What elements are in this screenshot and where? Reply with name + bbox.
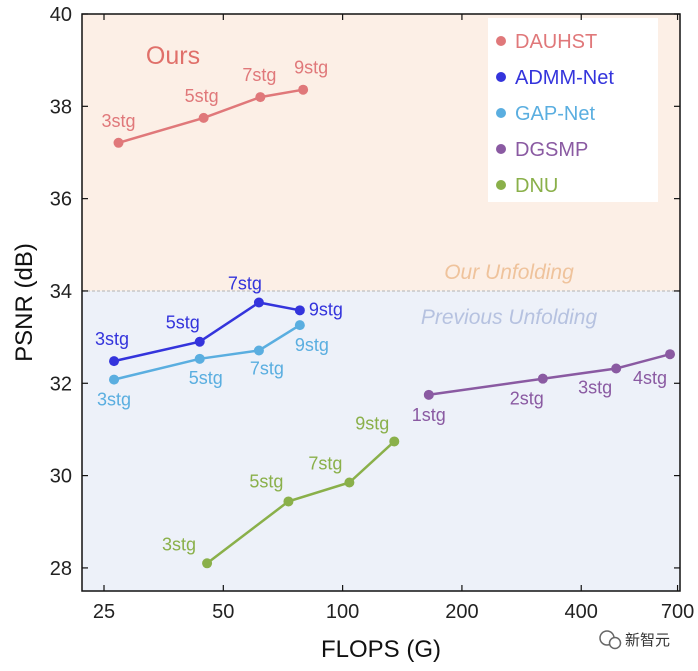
point-label: 1stg — [412, 405, 446, 425]
series-line — [118, 88, 304, 144]
y-tick-label: 40 — [50, 4, 72, 26]
series-admm-net: 3stg 5stg 7stg 9stg — [95, 274, 343, 367]
plot-frame — [81, 13, 681, 592]
legend-marker — [496, 180, 506, 190]
point-label: 4stg — [633, 368, 667, 388]
previous-unfolding-label: Previous Unfolding — [421, 306, 598, 329]
series-line — [206, 440, 396, 565]
legend: DAUHST ADMM-Net GAP-Net DGSMP DNU — [488, 18, 658, 202]
series-dauhst: 3stg 5stg 7stg 9stg — [102, 58, 328, 148]
y-tick-label: 34 — [50, 281, 72, 303]
data-point — [202, 558, 213, 569]
point-label: 9stg — [309, 299, 343, 319]
point-label: 3stg — [162, 534, 196, 554]
series-layer: 3stg 5stg 7stg 9stg 3stg 5stg 7stg 9stg 3stg 5stg… — [95, 58, 676, 569]
data-point — [389, 436, 400, 447]
legend-marker — [496, 72, 506, 82]
legend-entry: DGSMP — [515, 139, 588, 161]
data-point — [283, 496, 294, 507]
data-point — [537, 373, 548, 384]
wechat-logo-icon — [599, 630, 622, 650]
series-line — [428, 352, 671, 397]
data-point — [194, 353, 205, 364]
data-point — [113, 137, 124, 148]
series-line — [113, 324, 301, 381]
data-point — [423, 389, 434, 400]
legend-entry: GAP-Net — [515, 103, 595, 125]
data-point — [109, 356, 120, 367]
ours-annotation: Ours — [146, 42, 200, 70]
legend-marker — [496, 108, 506, 118]
x-tick-label: 400 — [565, 601, 598, 623]
previous-unfolding-region — [82, 290, 680, 591]
point-label: 7stg — [228, 274, 262, 294]
y-tick-label: 28 — [50, 558, 72, 580]
data-point — [255, 92, 266, 103]
series-gap-net: 3stg 5stg 7stg 9stg — [97, 320, 329, 410]
x-tick-label: 700 — [661, 601, 694, 623]
y-tick-label: 30 — [50, 466, 72, 488]
axis-ticks: 28 30 32 34 36 38 40 25 50 100 200 400 700 — [50, 4, 694, 623]
point-label: 2stg — [510, 389, 544, 409]
point-label: 9stg — [355, 413, 389, 433]
legend-entry: ADMM-Net — [515, 67, 614, 89]
point-label: 5stg — [189, 368, 223, 388]
point-label: 7stg — [242, 65, 276, 85]
point-label: 3stg — [97, 390, 131, 410]
series-line — [113, 301, 301, 363]
data-point — [194, 336, 205, 347]
x-tick-label: 25 — [93, 601, 115, 623]
series-dnu: 3stg 5stg 7stg 9stg — [162, 413, 400, 569]
point-label: 3stg — [102, 111, 136, 131]
point-label: 9stg — [295, 335, 329, 355]
data-point — [253, 345, 264, 356]
y-tick-label: 36 — [50, 189, 72, 211]
point-label: 3stg — [578, 378, 612, 398]
data-point — [198, 112, 209, 123]
point-label: 7stg — [250, 359, 284, 379]
watermark-text: 新智元 — [625, 631, 670, 649]
legend-background — [488, 18, 658, 202]
series-dgsmp: 1stg 2stg 3stg 4stg — [412, 349, 676, 425]
x-tick-label: 50 — [212, 601, 234, 623]
legend-entry: DNU — [515, 175, 558, 197]
x-tick-label: 100 — [326, 601, 359, 623]
legend-entry: DAUHST — [515, 31, 597, 53]
data-point — [298, 84, 309, 95]
data-point — [294, 320, 305, 331]
data-point — [253, 297, 264, 308]
data-point — [611, 363, 622, 374]
data-point — [294, 305, 305, 316]
y-axis-title: PSNR (dB) — [11, 243, 38, 362]
point-label: 5stg — [166, 313, 200, 333]
x-axis-title: FLOPS (G) — [321, 636, 441, 663]
y-tick-label: 32 — [50, 373, 72, 395]
point-label: 5stg — [185, 86, 219, 106]
point-label: 5stg — [249, 471, 283, 491]
watermark: 新智元 — [599, 630, 670, 650]
our-unfolding-label: Our Unfolding — [444, 261, 574, 284]
data-point — [344, 477, 355, 488]
point-label: 9stg — [294, 58, 328, 78]
point-label: 7stg — [308, 454, 342, 474]
legend-marker — [496, 36, 506, 46]
data-point — [665, 349, 676, 360]
y-tick-label: 38 — [50, 96, 72, 118]
data-point — [109, 374, 120, 385]
legend-marker — [496, 144, 506, 154]
x-tick-label: 200 — [445, 601, 478, 623]
point-label: 3stg — [95, 329, 129, 349]
